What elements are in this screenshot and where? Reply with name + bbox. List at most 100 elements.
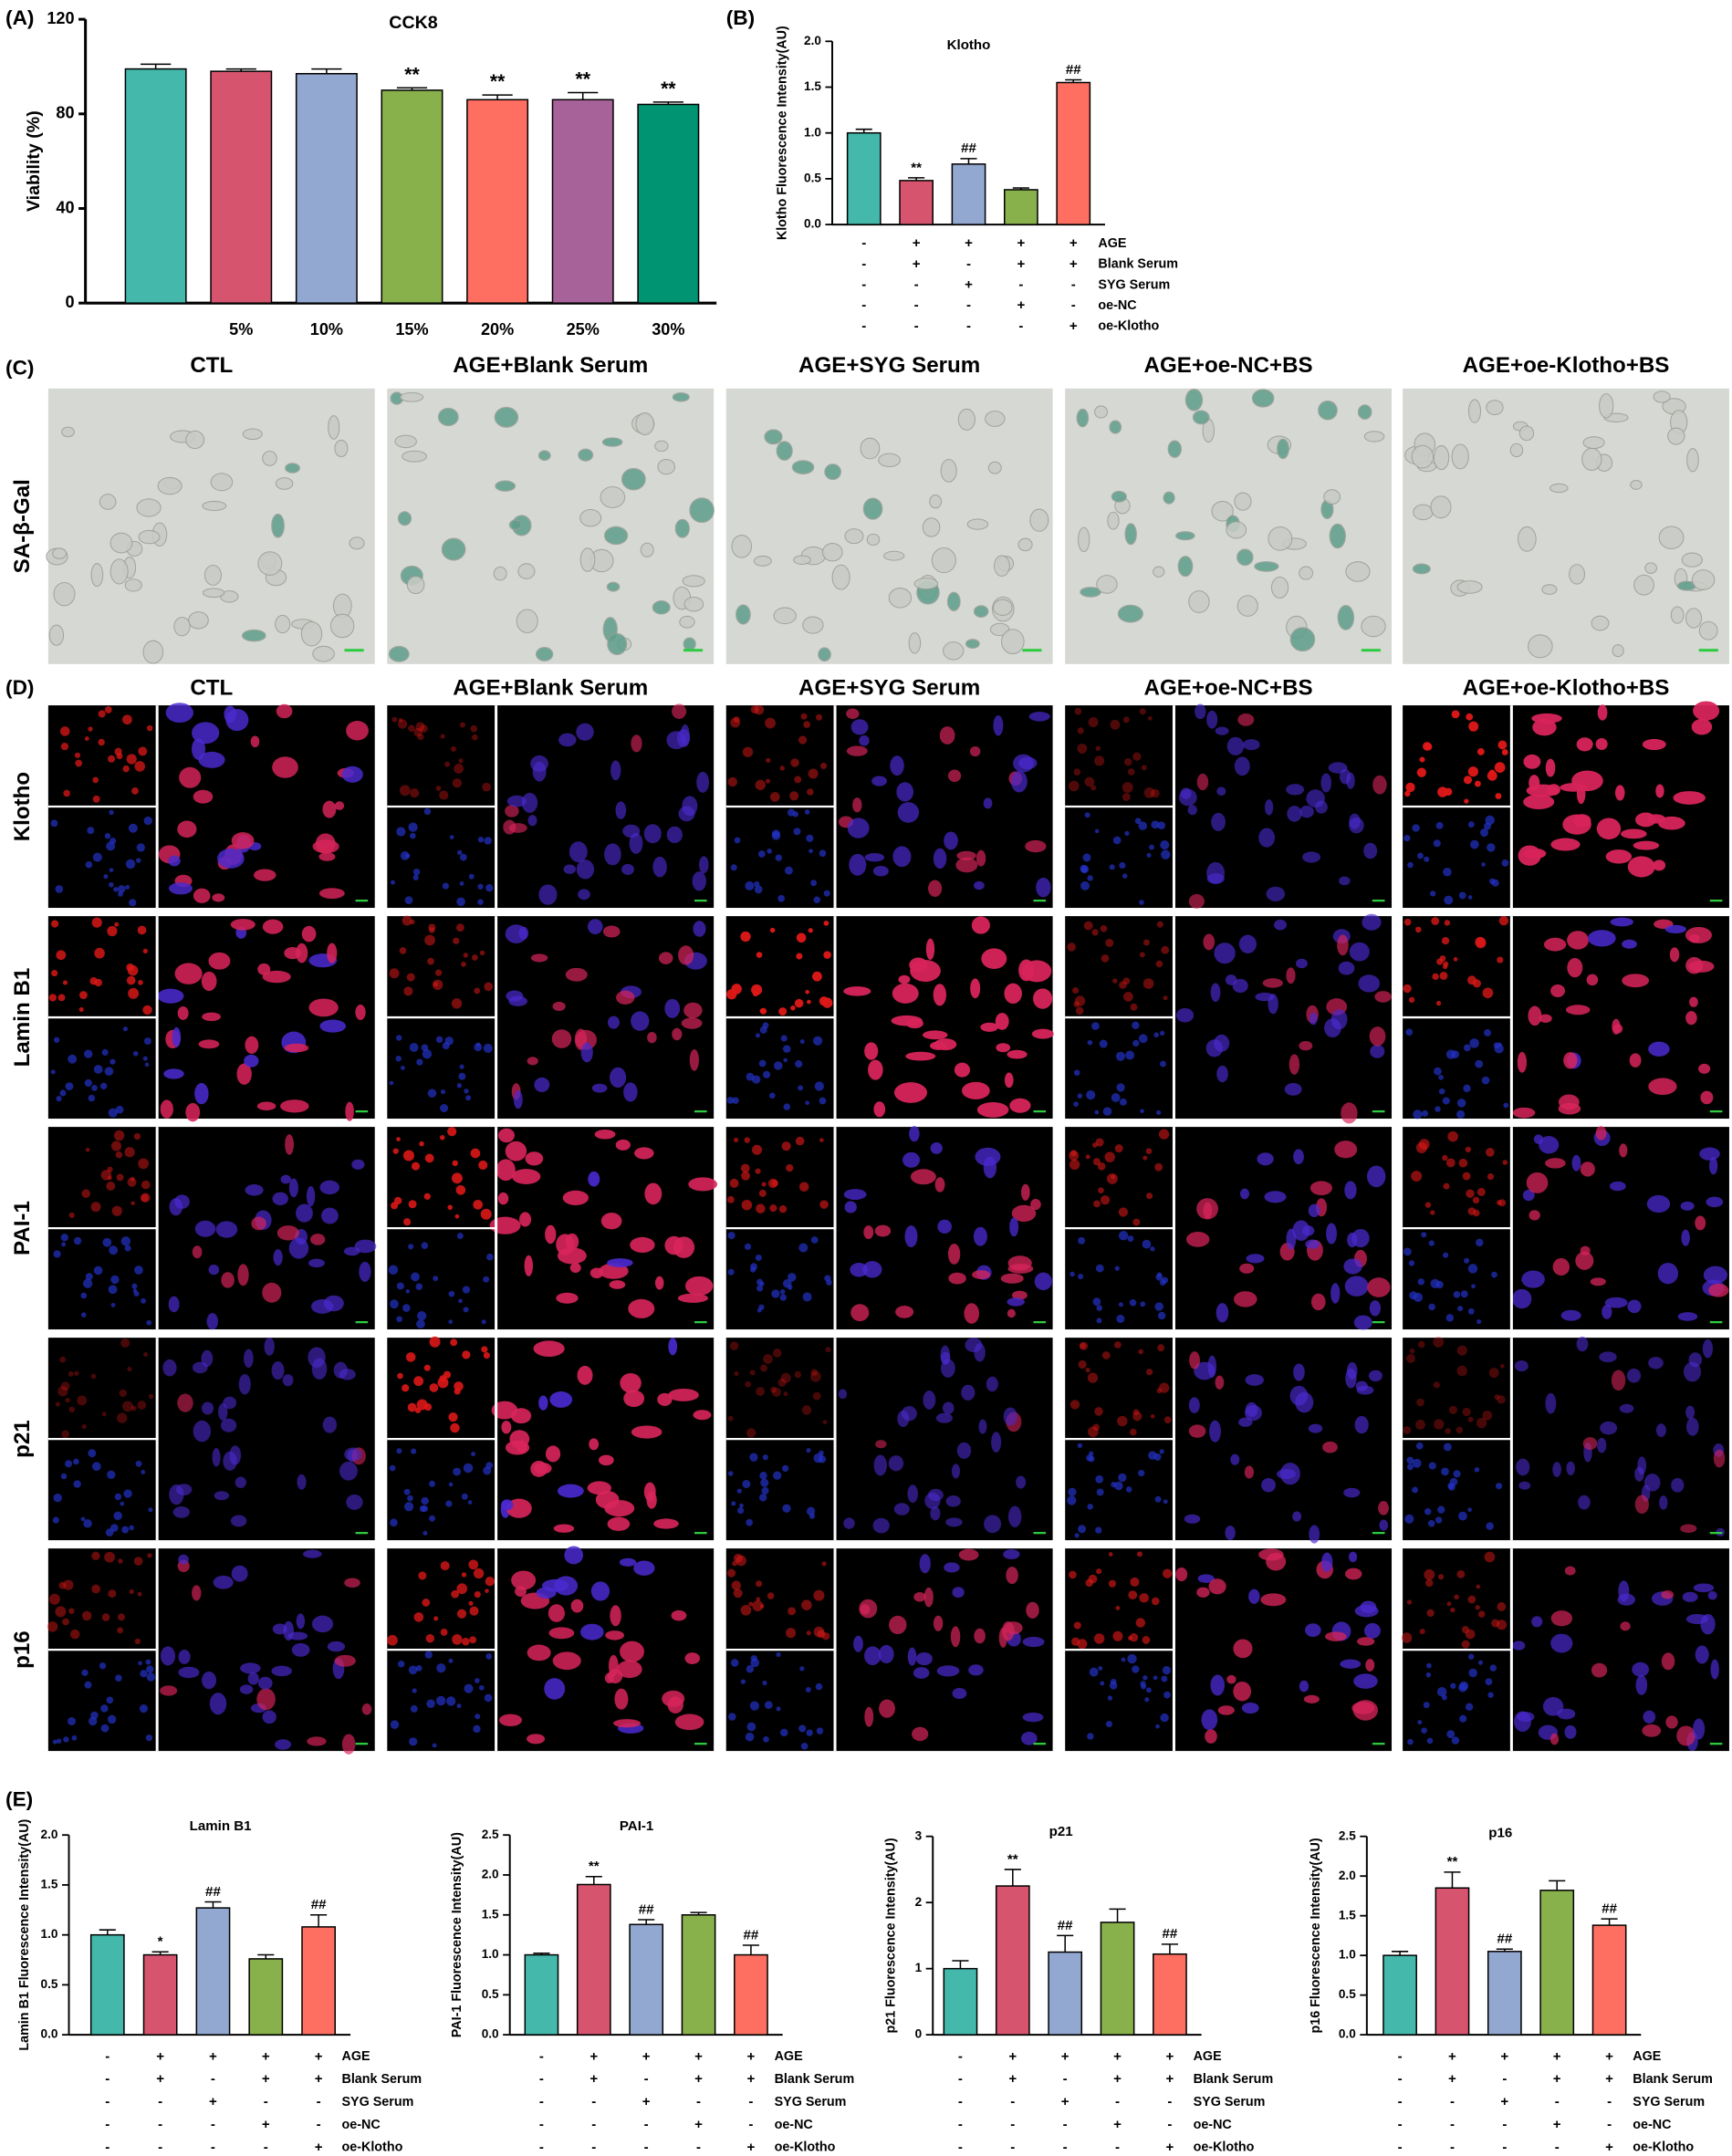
nucleus-red: [1474, 780, 1481, 787]
cell: [1633, 574, 1654, 596]
scale-bar: [355, 1109, 369, 1113]
bar: [1100, 1922, 1135, 2036]
treatment-sign: +: [1017, 297, 1025, 313]
nucleus-red: [1132, 1409, 1140, 1416]
cell-merged: [165, 703, 194, 724]
cell-merged: [974, 1628, 986, 1644]
nucleus-red: [1467, 1595, 1476, 1604]
y-axis-label: p21 Fluorescence Intensity(AU): [884, 1838, 899, 2033]
nucleus-blue: [1095, 1264, 1104, 1273]
cell-merged: [1034, 1272, 1052, 1291]
nucleus-blue: [132, 1288, 138, 1293]
nucleus-blue: [84, 1078, 92, 1088]
cell-merged: [666, 826, 683, 844]
nucleus-blue: [1433, 839, 1441, 848]
nucleus-blue: [1125, 1486, 1132, 1493]
nucleus-red: [755, 779, 767, 791]
cell-merged: [1642, 1724, 1662, 1737]
nucleus-blue: [143, 816, 152, 826]
nucleus-red: [94, 978, 102, 987]
cell-merged: [284, 946, 301, 960]
nucleus-red: [1430, 1210, 1435, 1215]
treatment-sign: +: [1008, 2048, 1017, 2064]
cell-merged: [262, 1710, 276, 1724]
cell: [275, 477, 294, 490]
nucleus-red: [68, 1370, 74, 1377]
nucleus-red: [1150, 788, 1160, 798]
nucleus-blue: [1451, 1050, 1460, 1059]
error-bar: [257, 1953, 275, 1959]
nucleus-red: [1432, 973, 1439, 981]
cell-merged: [160, 1646, 176, 1666]
cell-merged: [545, 1445, 561, 1463]
cell-merged: [1339, 876, 1351, 886]
cell-merged: [346, 1494, 363, 1510]
cell-merged: [1287, 806, 1302, 822]
image-bg: [387, 388, 715, 664]
cell-merged: [1258, 828, 1276, 848]
nucleus-blue: [485, 884, 494, 892]
cell: [1518, 425, 1535, 442]
nucleus-red: [1069, 1570, 1077, 1579]
nucleus-red: [84, 736, 89, 741]
nucleus-red: [485, 1576, 496, 1587]
scale-bar: [694, 1743, 707, 1745]
nucleus-red: [418, 1571, 427, 1580]
cell: [860, 437, 881, 460]
nucleus-red: [1097, 1161, 1106, 1171]
cell-merged: [1642, 738, 1666, 751]
cell: [683, 637, 696, 651]
cell-merged: [923, 1587, 934, 1608]
cell-merged: [892, 983, 919, 1004]
nucleus-red: [443, 1370, 452, 1379]
nucleus-blue: [456, 849, 463, 856]
nucleus-blue: [1448, 1484, 1456, 1491]
cell-merged: [208, 1264, 220, 1276]
error-bar: [1392, 1951, 1409, 1956]
nucleus-red: [141, 1180, 151, 1190]
nucleus-red: [1424, 743, 1433, 751]
nucleus-red: [1145, 1193, 1153, 1200]
nucleus-red: [113, 1130, 125, 1141]
nucleus-blue: [1157, 1311, 1166, 1320]
cell-merged: [1619, 1403, 1634, 1413]
cell: [1163, 491, 1175, 505]
nucleus-red: [1495, 793, 1502, 800]
nucleus-red: [481, 1346, 488, 1353]
nucleus-red: [729, 1178, 739, 1188]
cell-merged: [1349, 813, 1361, 829]
nucleus-blue: [80, 1292, 88, 1299]
nucleus-red: [90, 1373, 97, 1380]
bar: [734, 1953, 768, 2036]
cell-merged: [565, 1233, 579, 1251]
nucleus-blue: [1105, 1721, 1112, 1728]
nucleus-blue: [135, 1460, 142, 1467]
nucleus-blue: [1417, 1278, 1424, 1286]
cell-merged: [1233, 1681, 1252, 1702]
cell: [1192, 410, 1210, 425]
cell-merged: [614, 1688, 629, 1710]
cell: [878, 453, 901, 468]
cell-merged: [1695, 1645, 1709, 1664]
cell-merged: [631, 1425, 663, 1439]
cell-merged: [262, 970, 291, 984]
nucleus-blue: [819, 849, 827, 858]
x-tick-label: 15%: [395, 320, 428, 339]
nucleus-blue: [779, 1728, 788, 1737]
nucleus-red: [769, 1204, 777, 1213]
nucleus-red: [1142, 1155, 1148, 1161]
cell-merged: [608, 1016, 620, 1029]
nucleus-blue: [1069, 1271, 1075, 1277]
nucleus-blue: [1078, 1274, 1084, 1280]
cell-merged: [1289, 1054, 1300, 1075]
nucleus-blue: [136, 843, 146, 852]
nucleus-blue: [416, 1319, 425, 1329]
nucleus-blue: [1428, 1240, 1435, 1246]
cell-merged: [343, 1246, 360, 1256]
nucleus-red: [461, 1572, 467, 1578]
nucleus-red: [1073, 768, 1081, 776]
nucleus-blue: [1446, 1730, 1456, 1739]
nucleus-red: [1073, 1001, 1080, 1007]
cell-merged: [1612, 1024, 1623, 1034]
cell-merged: [212, 893, 225, 902]
